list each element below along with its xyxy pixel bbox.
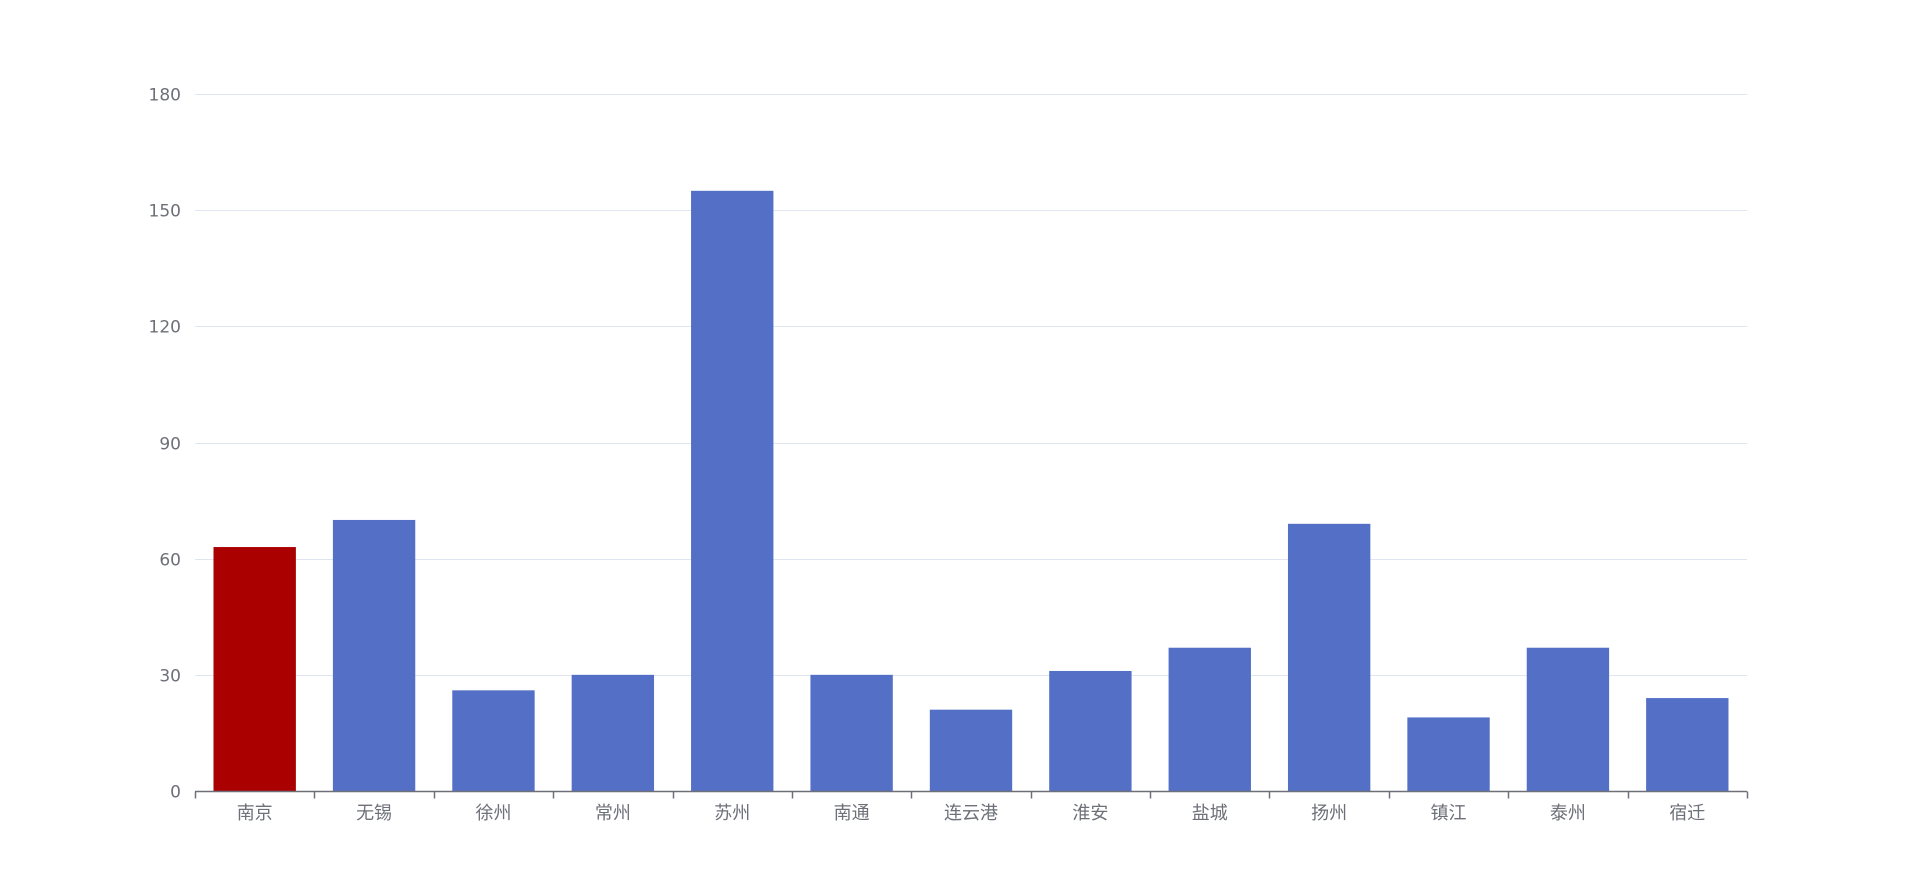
y-tick-label: 90 xyxy=(159,435,181,455)
x-tick-label: 泰州 xyxy=(1550,803,1586,824)
x-axis xyxy=(194,790,1749,799)
bar xyxy=(1287,523,1371,791)
x-tick-label: 宿迁 xyxy=(1669,803,1705,824)
x-tick-label: 徐州 xyxy=(475,803,511,824)
x-tick-label: 盐城 xyxy=(1192,803,1228,824)
x-tick-label: 苏州 xyxy=(714,803,750,824)
x-tick-label: 连云港 xyxy=(944,803,998,824)
bar xyxy=(1168,647,1251,791)
x-tick-label: 淮安 xyxy=(1072,803,1108,824)
x-tick-label: 镇江 xyxy=(1431,803,1467,824)
y-tick-label: 30 xyxy=(159,667,181,687)
y-tick-label: 60 xyxy=(159,551,181,571)
bar xyxy=(1646,698,1729,791)
bar xyxy=(929,709,1013,791)
y-tick-label: 120 xyxy=(149,318,181,338)
x-tick-label: 南通 xyxy=(834,803,870,824)
x-axis-labels: 南京 无锡 徐州 常州 苏州 南通 连云港 淮安 盐城 扬州 镇江 泰州 宿迁 xyxy=(237,803,1706,824)
y-tick-label: 150 xyxy=(149,202,181,222)
bars xyxy=(213,190,1729,792)
x-tick-label: 南京 xyxy=(237,803,273,824)
y-tick-label: 0 xyxy=(170,783,181,803)
x-tick-label: 常州 xyxy=(595,803,631,824)
bar xyxy=(213,547,296,791)
y-axis-labels: 0 30 60 90 120 150 180 xyxy=(149,86,181,803)
bar xyxy=(1526,647,1610,791)
x-tick-label: 扬州 xyxy=(1311,803,1347,824)
y-tick-label: 180 xyxy=(149,86,181,106)
bar xyxy=(810,674,893,791)
grid-lines xyxy=(195,94,1747,676)
bar xyxy=(1049,670,1132,791)
bar xyxy=(571,674,655,791)
bar xyxy=(1407,717,1490,791)
bar xyxy=(452,690,535,791)
x-tick-label: 无锡 xyxy=(356,803,392,824)
bar xyxy=(691,190,774,792)
bar xyxy=(332,519,416,791)
